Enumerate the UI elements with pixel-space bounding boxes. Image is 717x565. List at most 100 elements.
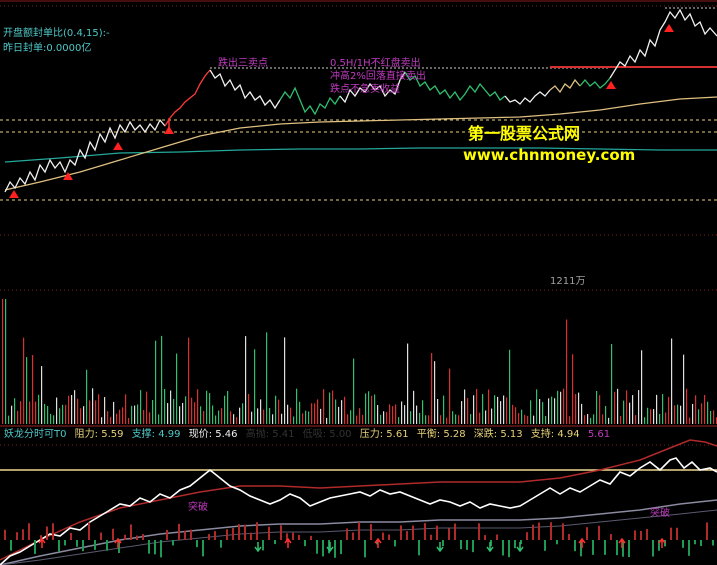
volume-bar [665, 412, 667, 424]
volume-bar [296, 388, 298, 424]
indicator-bar [280, 525, 282, 540]
indicator-bar [70, 532, 72, 540]
indicator-bar [544, 540, 546, 551]
volume-bar [332, 390, 334, 424]
watermark-url: www.chnmoney.com [463, 146, 636, 164]
volume-bar [23, 337, 25, 424]
indicator-bar [712, 540, 714, 546]
volume-max-label: 1211万 [550, 276, 586, 287]
volume-bar [629, 402, 631, 424]
indicator-bar [94, 540, 96, 550]
volume-bar [335, 399, 337, 424]
volume-bar [692, 403, 694, 424]
volume-bar [563, 388, 565, 424]
volume-bar [113, 401, 115, 424]
break-signal-label-2: 突破 [650, 508, 670, 519]
indicator-bars [4, 522, 714, 558]
volume-bar [386, 411, 388, 424]
volume-bar [179, 406, 181, 424]
indicator-bar [250, 532, 252, 540]
volume-bar [458, 415, 460, 424]
indicator-bar [226, 529, 228, 540]
indicator-bar [652, 540, 654, 557]
volume-bar [266, 332, 268, 424]
volume-bar [698, 409, 700, 424]
volume-bar [95, 400, 97, 424]
indicator-bar [358, 522, 360, 540]
indicator-bar [64, 540, 66, 546]
volume-bar [104, 397, 106, 424]
volume-bar [368, 391, 370, 424]
volume-bar [617, 388, 619, 424]
volume-bar [269, 407, 271, 424]
volume-bar [476, 388, 478, 424]
price-line [4, 8, 717, 193]
indicator-balance: 平衡: 5.28 [416, 429, 466, 440]
volume-bar [83, 406, 85, 424]
volume-bar [224, 395, 226, 424]
volume-bar [446, 417, 448, 424]
indicator-bar [688, 540, 690, 556]
indicator-bar [622, 540, 624, 557]
volume-bar [488, 389, 490, 424]
volume-bar [365, 393, 367, 424]
volume-bar [545, 416, 547, 424]
indicator-deep: 深跌: 5.13 [473, 429, 523, 440]
indicator-bar [382, 532, 384, 540]
volume-bar [434, 361, 436, 424]
volume-bar [146, 391, 148, 424]
indicator-bar [34, 540, 36, 554]
indicator-bar [532, 524, 534, 540]
volume-bar [338, 406, 340, 424]
volume-bar [707, 401, 709, 424]
volume-bar [395, 404, 397, 424]
volume-bar [122, 407, 124, 424]
indicator-bar [154, 540, 156, 555]
indicator-bar [568, 533, 570, 540]
sell-arrow-up-icon [618, 537, 626, 548]
indicator-bar [148, 540, 150, 554]
volume-bar [701, 403, 703, 424]
volume-bar [668, 396, 670, 424]
volume-bar [134, 405, 136, 424]
volume-bar [119, 409, 121, 424]
volume-bar [128, 417, 130, 424]
volume-bar [158, 414, 160, 424]
volume-bar [461, 401, 463, 424]
indicator-bar [124, 534, 126, 540]
buy-signals[interactable] [9, 24, 674, 198]
volume-bar [422, 400, 424, 424]
volume-bar [680, 405, 682, 424]
volume-bar [350, 410, 352, 424]
volume-bar [635, 415, 637, 424]
volume-bar [209, 393, 211, 424]
volume-bar [137, 404, 139, 424]
indicator-bar [682, 540, 684, 548]
indicator-bar [520, 540, 522, 545]
indicator-support: 支撑: 4.99 [131, 429, 181, 440]
volume-bar [170, 390, 172, 424]
indicator-bar [472, 540, 474, 553]
volume-bar [557, 390, 559, 424]
volume-bar [536, 389, 538, 424]
volume-bar [164, 388, 166, 424]
buy-triangle-icon [606, 81, 616, 89]
volume-bar [494, 395, 496, 424]
indicator-bar [88, 522, 90, 540]
indicator-bar [562, 523, 564, 540]
indicator-faded-1: 高抛: 5.41 [245, 429, 295, 440]
indicator-bar [634, 530, 636, 540]
indicator-bar [112, 528, 114, 540]
volume-bar [392, 406, 394, 424]
volume-bar [416, 405, 418, 424]
indicator-bar [418, 540, 420, 556]
indicator-bar [28, 523, 30, 540]
annotation-pullback: 冲高2%回落直接卖出 [330, 71, 426, 82]
volume-bar [248, 393, 250, 424]
sell-arrow-up-icon [578, 537, 586, 548]
indicator-bar [10, 540, 12, 551]
yesterday-seal-label: 昨日封单:0.0000亿 [3, 43, 92, 54]
volume-bar [194, 402, 196, 424]
volume-bar [5, 299, 7, 424]
